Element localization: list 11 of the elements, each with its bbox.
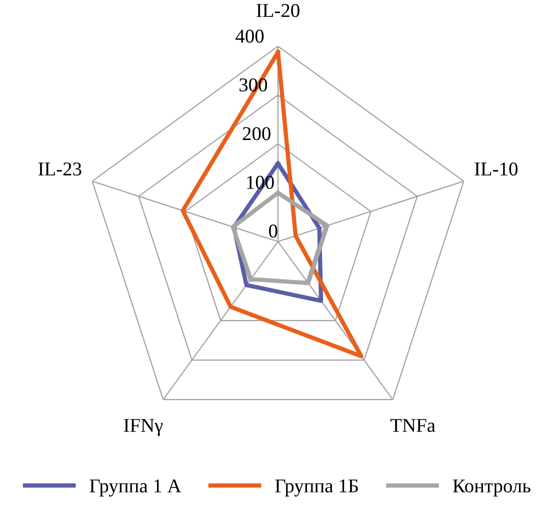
y-tick-label: 400	[236, 30, 264, 43]
legend-label: Группа 1 А	[90, 479, 182, 496]
spoke-label: TNFa	[390, 419, 436, 432]
spoke-label: IFNγ	[124, 419, 163, 436]
legend-label: Контроль	[452, 480, 530, 496]
legend-label: Группа 1Б	[275, 479, 358, 496]
y-tick-label: 200	[242, 127, 270, 140]
spoke-label: IL-20	[256, 4, 300, 18]
y-tick-label: 0	[269, 224, 278, 238]
spoke-label: IL-23	[38, 162, 82, 176]
spoke-label: IL-10	[474, 162, 518, 176]
